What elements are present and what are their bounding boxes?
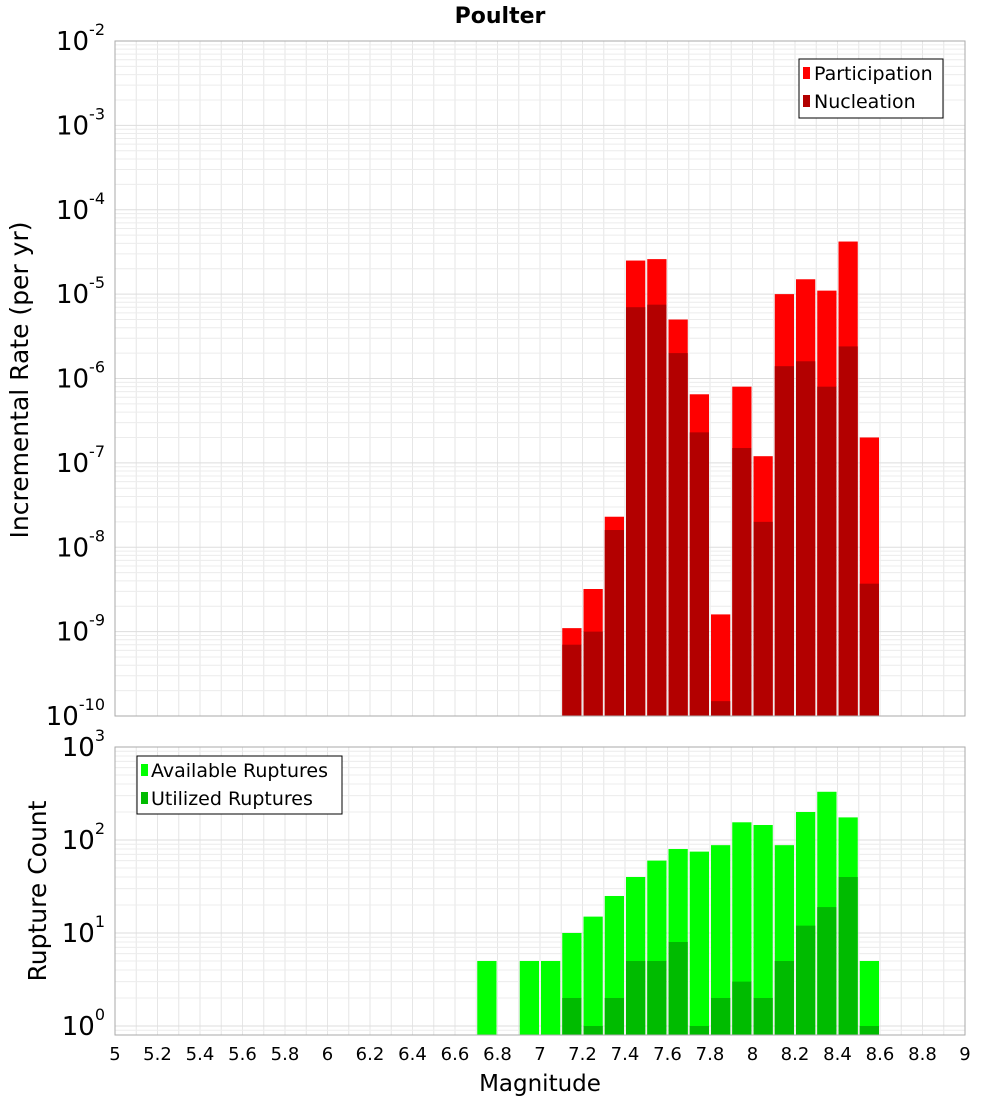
x-tick-label: 8.8 xyxy=(908,1044,937,1065)
top-y-tick-label: 10-6 xyxy=(56,358,105,395)
x-tick-label: 8.6 xyxy=(866,1044,895,1065)
top-y-tick-label: 10-10 xyxy=(46,695,105,732)
legend-swatch-available xyxy=(141,764,148,776)
bottom-bar-utilized-ruptures xyxy=(583,1025,603,1035)
top-bar-nucleation xyxy=(647,304,667,716)
top-y-ticks: 10-10 10-9 10-8 10-7 10-6 10-5 10-4 10-3 10-2 xyxy=(46,20,105,732)
bottom-y-tick-label: 103 xyxy=(62,726,105,763)
x-tick-label: 7.4 xyxy=(611,1044,640,1065)
top-bar-nucleation xyxy=(732,448,752,716)
x-tick-label: 6.6 xyxy=(441,1044,470,1065)
top-bar-nucleation xyxy=(859,583,879,716)
top-bar-nucleation xyxy=(583,631,603,716)
bottom-legend-box xyxy=(136,755,343,815)
top-y-tick-label: 10-2 xyxy=(56,20,105,57)
bottom-plot-frame xyxy=(114,746,966,1036)
x-tick-label: 5 xyxy=(109,1044,120,1065)
x-tick-label: 7.6 xyxy=(653,1044,682,1065)
bottom-bar-utilized-ruptures xyxy=(668,942,688,1035)
top-y-tick-label: 10-4 xyxy=(56,189,105,226)
bottom-bar-utilized-ruptures xyxy=(796,925,816,1035)
legend-label-participation: Participation xyxy=(814,63,933,85)
bottom-bar-utilized-ruptures xyxy=(859,1025,879,1035)
x-tick-label: 6.8 xyxy=(483,1044,512,1065)
x-tick-label: 8.4 xyxy=(823,1044,852,1065)
x-tick-label: 5.6 xyxy=(228,1044,257,1065)
x-tick-label: 7 xyxy=(534,1044,545,1065)
top-y-axis-label: Incremental Rate (per yr) xyxy=(5,222,34,539)
top-bar-nucleation xyxy=(838,346,858,716)
bottom-bars xyxy=(477,791,879,1035)
bottom-bar-utilized-ruptures xyxy=(732,981,752,1035)
bottom-bar-available-ruptures xyxy=(583,916,603,1035)
top-bar-nucleation xyxy=(689,432,709,716)
top-bar-nucleation xyxy=(753,521,773,716)
top-bar-participation xyxy=(711,614,731,716)
bottom-bar-utilized-ruptures xyxy=(562,997,582,1035)
legend-label-nucleation: Nucleation xyxy=(814,91,916,113)
top-y-tick-label: 10-3 xyxy=(56,104,105,141)
bottom-bar-available-ruptures xyxy=(711,845,731,1035)
bottom-bar-available-ruptures xyxy=(477,960,497,1035)
bottom-bar-available-ruptures xyxy=(859,960,879,1035)
chart-title: Poulter xyxy=(455,4,546,29)
x-tick-label: 7.2 xyxy=(568,1044,597,1065)
top-plot-frame xyxy=(114,40,966,717)
bottom-bar-utilized-ruptures xyxy=(753,997,773,1035)
top-legend-box xyxy=(798,58,944,119)
bottom-bar-utilized-ruptures xyxy=(774,960,794,1035)
legend-swatch-participation xyxy=(803,67,810,79)
x-tick-label: 5.4 xyxy=(186,1044,215,1065)
legend-label-utilized: Utilized Ruptures xyxy=(151,788,313,810)
bottom-bar-available-ruptures xyxy=(753,824,773,1035)
x-tick-label: 6.4 xyxy=(398,1044,427,1065)
top-y-tick-label: 10-5 xyxy=(56,273,105,310)
x-tick-label: 9 xyxy=(959,1044,970,1065)
top-bar-nucleation xyxy=(562,644,582,716)
x-tick-label: 6.2 xyxy=(356,1044,385,1065)
bottom-bar-utilized-ruptures xyxy=(817,907,837,1035)
x-tick-label: 8 xyxy=(747,1044,758,1065)
bottom-legend: Available Ruptures Utilized Ruptures xyxy=(136,755,343,815)
bottom-y-axis-label: Rupture Count xyxy=(23,800,52,981)
top-bar-nucleation xyxy=(817,386,837,716)
top-bar-nucleation xyxy=(796,361,816,716)
bottom-bar-utilized-ruptures xyxy=(604,997,624,1035)
top-bar-nucleation xyxy=(774,366,794,716)
x-axis-label: Magnitude xyxy=(479,1071,601,1097)
top-legend: Participation Nucleation xyxy=(798,58,944,119)
bottom-bar-utilized-ruptures xyxy=(689,1025,709,1035)
legend-swatch-nucleation xyxy=(803,95,810,107)
top-bar-nucleation xyxy=(711,701,731,716)
bottom-bar-available-ruptures xyxy=(689,851,709,1035)
bottom-bar-utilized-ruptures xyxy=(838,877,858,1035)
x-tick-label: 5.2 xyxy=(143,1044,172,1065)
bottom-y-ticks: 100 101 102 103 xyxy=(62,726,105,1042)
bottom-y-tick-label: 100 xyxy=(62,1005,105,1042)
top-bar-nucleation xyxy=(604,530,624,716)
bottom-bar-utilized-ruptures xyxy=(626,960,646,1035)
top-y-tick-label: 10-9 xyxy=(56,611,105,648)
x-tick-label: 8.2 xyxy=(781,1044,810,1065)
bottom-bar-available-ruptures xyxy=(519,960,539,1035)
x-tick-labels: 5 5.2 5.4 5.6 5.8 6 6.2 6.4 6.6 6.8 7 7.2 7.4 7.6 7.8 8… xyxy=(109,1044,970,1065)
bottom-y-tick-label: 101 xyxy=(62,912,105,949)
x-tick-label: 6 xyxy=(322,1044,333,1065)
top-bar-nucleation xyxy=(668,353,688,716)
top-y-tick-label: 10-8 xyxy=(56,526,105,563)
legend-swatch-utilized xyxy=(141,792,148,804)
top-grid xyxy=(114,41,966,717)
bottom-bar-utilized-ruptures xyxy=(711,997,731,1035)
bottom-y-tick-label: 102 xyxy=(62,819,105,856)
top-bar-nucleation xyxy=(626,307,646,716)
top-y-tick-label: 10-7 xyxy=(56,442,105,479)
bottom-bar-utilized-ruptures xyxy=(647,960,667,1035)
top-bars xyxy=(562,241,879,717)
bottom-bar-available-ruptures xyxy=(541,960,561,1035)
legend-label-available: Available Ruptures xyxy=(151,760,328,782)
x-tick-label: 5.8 xyxy=(271,1044,300,1065)
x-tick-label: 7.8 xyxy=(696,1044,725,1065)
